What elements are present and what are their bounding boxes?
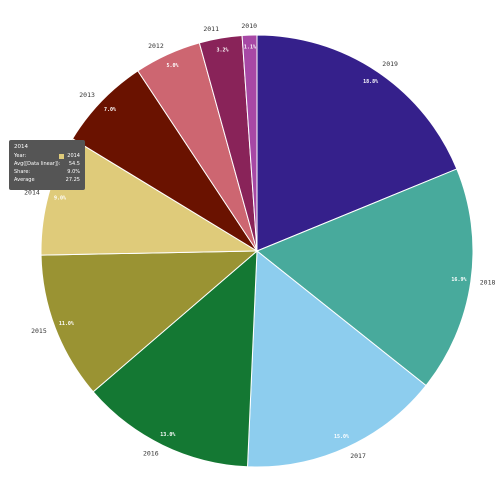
slice-category-label: 2019 bbox=[382, 60, 398, 68]
slice-category-label: 2018 bbox=[480, 279, 496, 287]
tooltip-title: 2014 bbox=[14, 144, 28, 150]
tooltip-value: 9.0% bbox=[67, 169, 80, 175]
pie-slice-2019[interactable] bbox=[256, 34, 458, 252]
slice-category-label: 2015 bbox=[31, 327, 47, 335]
tooltip-swatch bbox=[59, 153, 65, 159]
tooltip-value: 54.5 bbox=[68, 161, 80, 167]
slice-value-label: 11.0% bbox=[59, 321, 74, 327]
pie-slice-2017[interactable] bbox=[246, 249, 427, 468]
slice-value-label: 13.0% bbox=[160, 432, 175, 438]
pie-slice-2010[interactable] bbox=[241, 34, 258, 252]
tooltip-key: Share: bbox=[14, 169, 31, 175]
slice-category-label: 2016 bbox=[143, 449, 159, 457]
slice-value-label: 18.8% bbox=[363, 79, 378, 85]
slice-category-label: 2017 bbox=[350, 452, 366, 460]
slice-value-label: 3.2% bbox=[217, 47, 229, 53]
tooltip-key: Year: bbox=[14, 153, 27, 159]
tooltip-row-average: Average 27.25 bbox=[14, 176, 80, 184]
tooltip-row-share: Share: 9.0% bbox=[14, 168, 80, 176]
slice-category-label: 2014 bbox=[24, 188, 40, 196]
slice-value-label: 16.9% bbox=[451, 277, 466, 283]
slice-value-label: 1.1% bbox=[244, 45, 256, 51]
tooltip-row-avg: Avg([Data linear]): 54.5 bbox=[14, 160, 80, 168]
tooltip-key: Avg([Data linear]): bbox=[14, 161, 61, 167]
slice-category-label: 2013 bbox=[79, 91, 95, 99]
tooltip-value: 27.25 bbox=[65, 177, 80, 183]
tooltip-key: Average bbox=[14, 177, 35, 183]
slice-category-label: 2012 bbox=[148, 42, 164, 50]
pie-slice-2016[interactable] bbox=[92, 249, 258, 468]
tooltip-value: 2014 bbox=[67, 153, 80, 159]
slice-value-label: 5.0% bbox=[166, 63, 178, 69]
chart-tooltip: 2014 Year: 2014 Avg([Data linear]): 54.5… bbox=[9, 140, 85, 190]
tooltip-row-year: Year: 2014 bbox=[14, 152, 80, 160]
slice-category-label: 2010 bbox=[241, 22, 257, 30]
pie-slice-2018[interactable] bbox=[256, 168, 474, 387]
slice-category-label: 2011 bbox=[203, 25, 219, 33]
slice-value-label: 15.0% bbox=[334, 434, 349, 440]
slice-value-label: 9.0% bbox=[54, 195, 66, 201]
pie-slice-2015[interactable] bbox=[40, 250, 259, 393]
slice-value-label: 7.0% bbox=[104, 107, 116, 113]
